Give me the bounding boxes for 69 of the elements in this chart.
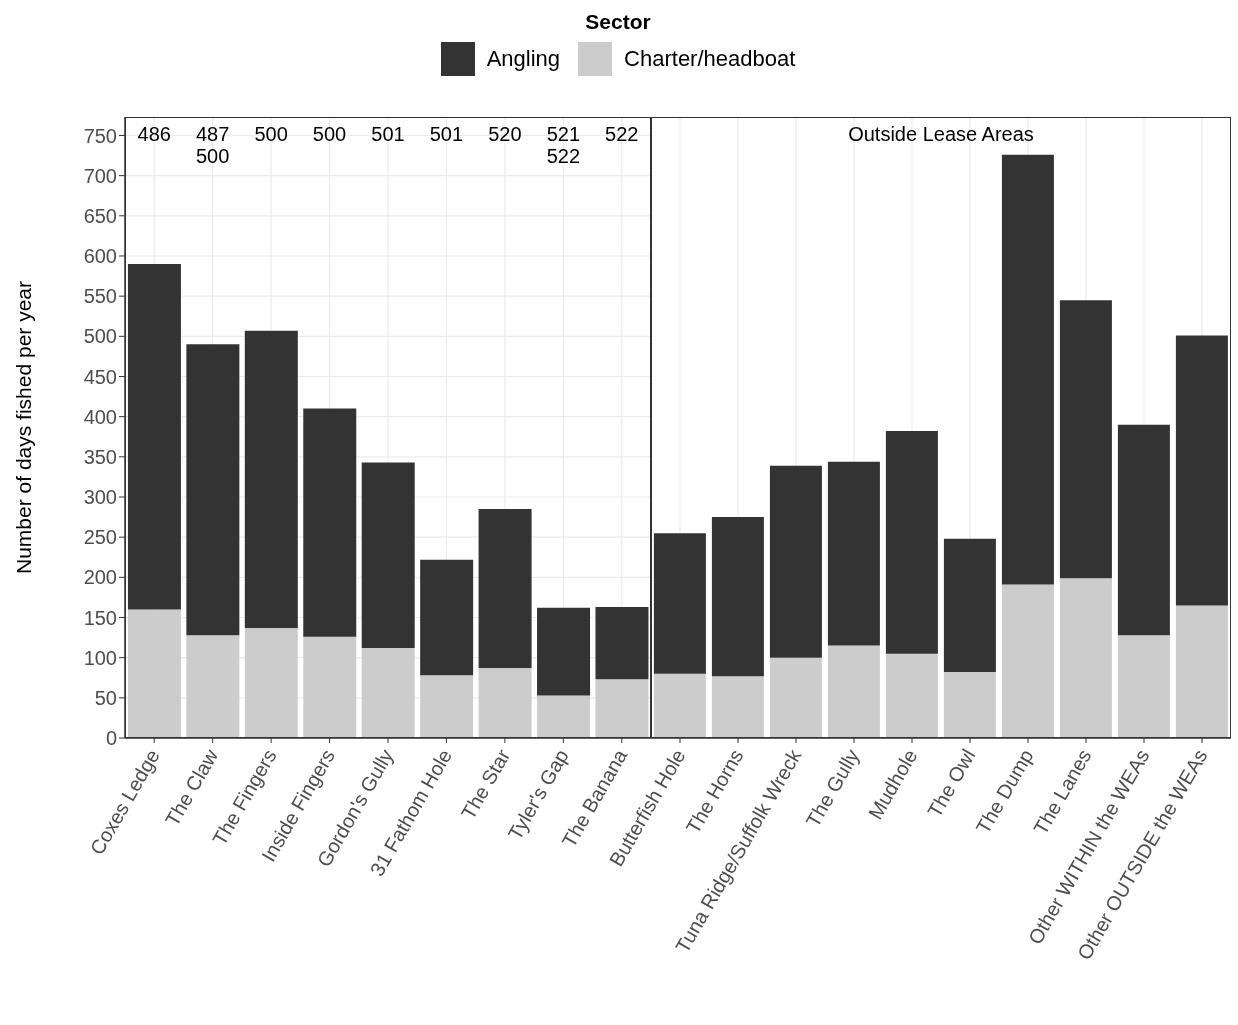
bar (303, 636, 357, 738)
legend-label: Charter/headboat (623, 45, 796, 73)
y-tick-label: 400 (83, 405, 117, 428)
annotation: 500 (311, 123, 348, 145)
bar (127, 609, 181, 738)
bar (1175, 605, 1228, 738)
bar (1117, 424, 1170, 636)
bar (244, 330, 298, 628)
annotation: 501 (428, 123, 465, 145)
annotation: 521 522 (545, 123, 581, 167)
x-tick-label: The Owl (923, 745, 980, 821)
y-tick-label: 650 (83, 204, 117, 227)
bar (653, 673, 706, 738)
y-tick-label: 200 (83, 566, 117, 589)
bar (244, 627, 298, 738)
y-tick-label: 0 (105, 727, 117, 750)
bar (1175, 335, 1228, 606)
bar (1001, 154, 1054, 585)
bar (1059, 300, 1112, 579)
bar (1001, 584, 1054, 738)
y-tick-label: 250 (83, 526, 117, 549)
y-tick-label: 550 (83, 285, 117, 308)
annotation: 486 (136, 123, 172, 145)
annotation: 487 500 (194, 123, 231, 167)
bar (537, 607, 591, 696)
annotation: 501 (370, 123, 406, 145)
bar (420, 675, 474, 738)
y-tick-label: 50 (94, 686, 117, 709)
bar (595, 679, 649, 738)
bar (478, 668, 532, 738)
bar (478, 509, 532, 669)
bar (943, 538, 996, 673)
bar (595, 607, 649, 680)
bar (361, 648, 415, 738)
annotation: Outside Lease Areas (847, 123, 1035, 145)
y-tick-label: 750 (83, 124, 117, 147)
bar (769, 657, 822, 738)
bar (827, 645, 880, 738)
bar (943, 672, 996, 738)
y-tick-label: 500 (83, 325, 117, 348)
y-tick-label: 700 (83, 164, 117, 187)
legend-label: Angling (485, 45, 561, 73)
legend-title: Sector (584, 10, 652, 34)
bar (127, 264, 181, 610)
bar (537, 695, 591, 738)
y-tick-label: 450 (83, 365, 117, 388)
y-tick-label: 350 (83, 445, 117, 468)
bar (769, 465, 822, 658)
bar (186, 344, 240, 636)
annotation: 500 (253, 123, 289, 145)
bar (885, 653, 938, 738)
bar (186, 635, 240, 738)
bar (711, 517, 764, 677)
y-axis-title: Number of days fished per year (12, 281, 36, 574)
y-tick-label: 100 (83, 646, 117, 669)
y-tick-label: 300 (83, 486, 117, 509)
y-tick-label: 150 (83, 606, 117, 629)
bar (420, 559, 474, 676)
bar (885, 431, 938, 654)
bar (303, 408, 357, 637)
bar (1117, 635, 1170, 738)
bar (653, 533, 706, 674)
bar (1059, 578, 1112, 738)
bar (711, 676, 764, 738)
annotation: 522 (604, 123, 640, 145)
y-tick-label: 600 (83, 245, 117, 268)
bar (361, 462, 415, 649)
annotation: 520 (487, 123, 523, 145)
bar (827, 461, 880, 646)
